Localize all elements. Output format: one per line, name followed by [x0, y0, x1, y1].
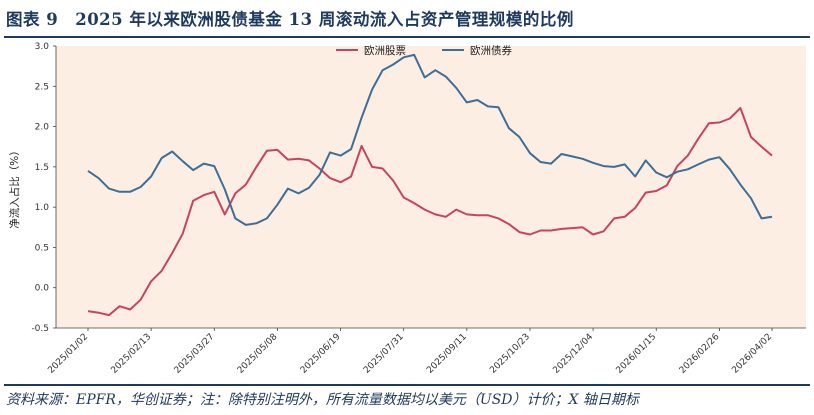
legend-label: 欧洲债券 — [470, 44, 512, 57]
title-divider — [4, 36, 810, 38]
x-tick-label: 2026/04/02 — [730, 332, 774, 376]
x-tick-label: 2025/10/23 — [488, 332, 532, 376]
x-tick-label: 2025/05/08 — [236, 332, 280, 376]
series-line-bond — [87, 53, 773, 226]
line-chart: -0.5 0.0 0.5 1.0 1.5 2.0 2.5 3.0 2025/01/02 2025/… — [8, 42, 806, 376]
source-note: 资料来源：EPFR，华创证券；注：除特别注明外，所有流量数据均以美元（USD）计… — [6, 392, 639, 408]
x-tick-label: 2025/02/13 — [110, 332, 154, 376]
y-tick-label: 2.5 — [35, 82, 49, 92]
y-tick-label: -0.5 — [31, 324, 49, 334]
x-tick-label: 2026/02/26 — [678, 332, 722, 376]
y-tick-label: 0.5 — [35, 243, 49, 253]
plot-area — [56, 46, 806, 328]
x-tick-label: 2025/01/02 — [46, 332, 90, 376]
y-tick-label: 3.0 — [35, 42, 50, 52]
x-tick-label: 2026/01/15 — [615, 332, 659, 376]
series-line-equity — [87, 107, 773, 317]
y-tick-label: 2.0 — [35, 123, 50, 133]
x-tick-label: 2025/09/11 — [425, 332, 469, 376]
footer-divider — [4, 384, 810, 386]
y-axis-label: 净流入占比（%） — [8, 145, 21, 228]
x-tick-label: 2025/06/19 — [299, 332, 343, 376]
legend: 欧洲股票 欧洲债券 — [336, 44, 512, 57]
page-title: 图表 9 2025 年以来欧洲股债基金 13 周滚动流入占资产管理规模的比例 — [6, 10, 574, 29]
x-tick-label: 2025/12/04 — [551, 332, 595, 376]
y-tick-label: 1.0 — [35, 203, 50, 213]
x-tick-label: 2025/07/31 — [362, 332, 406, 376]
title-bar: 图表 9 2025 年以来欧洲股债基金 13 周滚动流入占资产管理规模的比例 — [0, 0, 814, 36]
y-tick-label: 1.5 — [35, 163, 49, 173]
series-layer — [87, 53, 773, 317]
legend-label: 欧洲股票 — [364, 45, 406, 57]
y-tick-label: 0.0 — [35, 284, 50, 294]
x-tick-label: 2025/03/27 — [173, 332, 217, 376]
